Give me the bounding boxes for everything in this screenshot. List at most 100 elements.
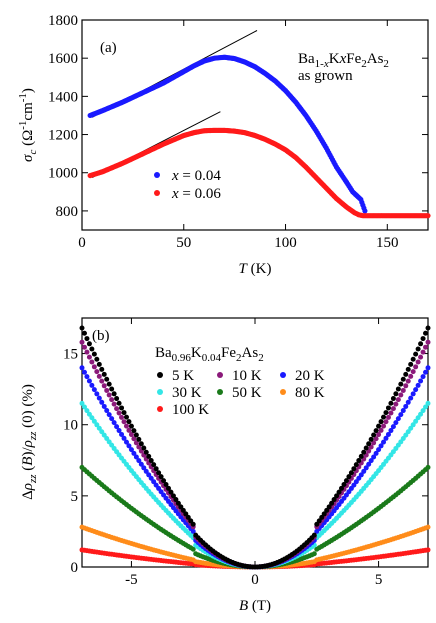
- data-point: [398, 412, 404, 418]
- data-point: [158, 474, 164, 480]
- data-point: [371, 454, 377, 460]
- data-point: [99, 366, 105, 372]
- data-point: [136, 458, 142, 464]
- data-point: [114, 406, 120, 412]
- data-point: [356, 458, 362, 464]
- panel-a-ylabel: σc (Ω-1cm-1): [17, 88, 39, 162]
- data-point: [131, 428, 137, 434]
- legend-label: 5 K: [172, 368, 194, 384]
- data-point: [395, 386, 401, 392]
- data-point: [111, 401, 117, 407]
- panel-a-ytick-label: 1400: [48, 89, 78, 105]
- data-point: [81, 330, 87, 336]
- data-point: [311, 532, 317, 538]
- data-point: [91, 418, 97, 424]
- panel-a-xlabel: T (K): [239, 261, 272, 277]
- data-point: [156, 470, 162, 476]
- data-point: [329, 500, 335, 506]
- legend-label: 50 K: [232, 385, 262, 401]
- data-point: [356, 475, 362, 481]
- data-point: [116, 410, 122, 416]
- data-point: [104, 387, 110, 393]
- data-point: [425, 365, 431, 371]
- data-point: [400, 387, 406, 393]
- data-point: [405, 429, 411, 435]
- legend-marker: [154, 190, 160, 196]
- data-point: [408, 361, 414, 367]
- panel-b-xlabel: B (T): [239, 598, 271, 614]
- data-point: [146, 453, 152, 459]
- data-point: [131, 450, 137, 456]
- data-point: [86, 354, 92, 360]
- data-point: [126, 419, 132, 425]
- data-point: [385, 414, 391, 420]
- data-point: [415, 346, 421, 352]
- data-point: [94, 369, 100, 375]
- data-point: [146, 472, 152, 478]
- data-point: [423, 404, 429, 410]
- data-point: [133, 454, 139, 460]
- data-point: [321, 511, 327, 517]
- data-point: [423, 344, 429, 350]
- data-point: [398, 392, 404, 398]
- data-point: [131, 436, 137, 442]
- data-point: [96, 425, 102, 431]
- data-point: [86, 378, 92, 384]
- data-point: [190, 521, 196, 527]
- panel-a-label: (a): [100, 40, 117, 56]
- panel-a-xtick-label: 100: [274, 235, 297, 251]
- data-point: [390, 424, 396, 430]
- data-point: [138, 461, 144, 467]
- data-point: [81, 344, 87, 350]
- panel-b-label: (b): [92, 328, 110, 344]
- data-point: [405, 378, 411, 384]
- legend-label: 10 K: [232, 368, 262, 384]
- data-point: [116, 400, 122, 406]
- data-point: [376, 432, 382, 438]
- legend-marker: [157, 389, 163, 395]
- panel-a-frame: [81, 19, 429, 231]
- data-point: [383, 419, 389, 425]
- data-point: [148, 458, 154, 464]
- legend-marker: [217, 372, 223, 378]
- panel-a-legend: x = 0.04 x = 0.06: [154, 168, 221, 202]
- panel-a-ytick-label: 1000: [48, 166, 78, 182]
- data-point: [123, 423, 129, 429]
- data-point: [373, 428, 379, 434]
- data-point: [153, 466, 159, 472]
- data-point: [361, 468, 367, 474]
- data-point: [133, 432, 139, 438]
- data-point: [316, 518, 322, 524]
- data-point: [79, 365, 85, 371]
- data-point: [99, 399, 105, 405]
- panel-b: -5 0 5 0 5 10 15 (b) Ba0.96K0.04Fe2As2 5 K 10 K…: [20, 317, 431, 614]
- data-point: [126, 443, 132, 449]
- data-point: [408, 373, 414, 379]
- data-point: [128, 423, 134, 429]
- data-point: [170, 493, 176, 499]
- data-point: [415, 415, 421, 421]
- data-point: [101, 403, 107, 409]
- data-point: [86, 341, 92, 347]
- data-point: [84, 336, 90, 342]
- data-point: [405, 366, 411, 372]
- data-point: [114, 396, 120, 402]
- data-point: [109, 386, 115, 392]
- data-point: [96, 373, 102, 379]
- data-point: [91, 351, 97, 357]
- legend-marker: [157, 406, 163, 412]
- data-point: [383, 435, 389, 441]
- panel-b-compound: Ba0.96K0.04Fe2As2: [155, 345, 264, 364]
- data-point: [123, 414, 129, 420]
- data-point: [136, 436, 142, 442]
- data-point: [89, 346, 95, 352]
- data-point: [175, 500, 181, 506]
- data-point: [336, 489, 342, 495]
- data-point: [425, 464, 431, 470]
- data-point: [410, 391, 416, 397]
- data-point: [138, 441, 144, 447]
- data-point: [163, 481, 169, 487]
- legend-label: 80 K: [295, 385, 325, 401]
- data-point: [403, 403, 409, 409]
